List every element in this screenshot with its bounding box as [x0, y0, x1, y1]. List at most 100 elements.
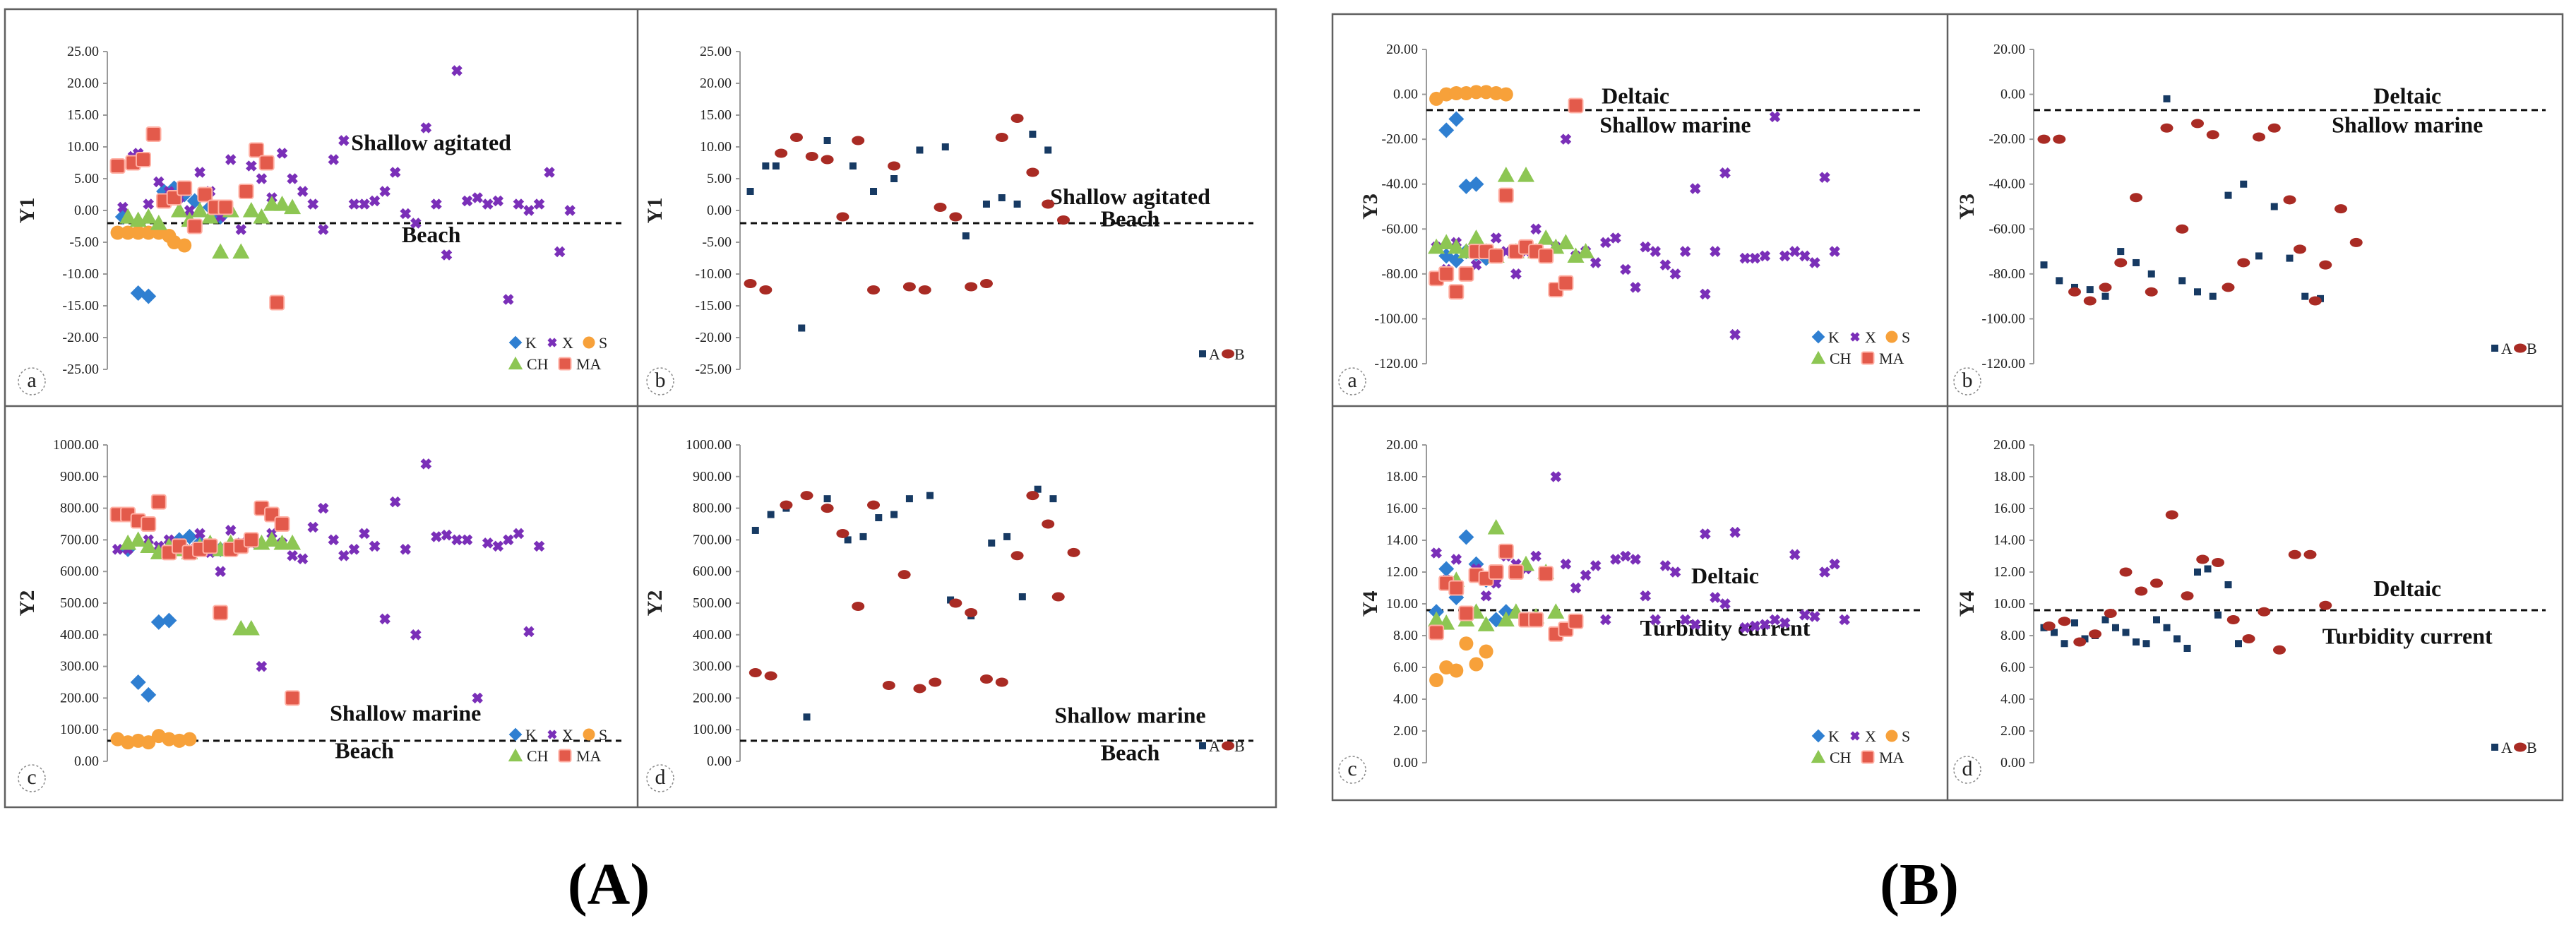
- panel-letter-circle: [1338, 756, 1366, 784]
- point-X: [1600, 614, 1611, 626]
- panel-letter-circle: [1338, 367, 1366, 395]
- y-tick-label: 1000.00: [53, 437, 99, 453]
- point-CH: [212, 243, 229, 259]
- point-X: [1580, 569, 1592, 581]
- legend-label-MA: MA: [576, 355, 602, 373]
- point-X: [1630, 282, 1641, 293]
- y-tick-label: 400.00: [693, 627, 732, 643]
- point-B: [934, 203, 947, 212]
- point-B: [836, 528, 849, 538]
- legend-marker-S: [583, 728, 595, 741]
- legend: K X S CH MA: [508, 334, 607, 373]
- point-A: [751, 526, 759, 534]
- point-X: [1729, 526, 1741, 538]
- point-X: [1600, 237, 1611, 249]
- point-X: [1530, 550, 1542, 562]
- point-X: [1510, 268, 1522, 280]
- y-tick-label: 6.00: [1393, 660, 1418, 675]
- legend-marker-MA: [1861, 750, 1875, 764]
- point-X: [533, 198, 545, 210]
- point-MA: [285, 690, 301, 706]
- point-A: [890, 175, 898, 182]
- point-S: [1449, 663, 1464, 678]
- y-tick-label: -60.00: [1381, 221, 1418, 237]
- point-MA: [1528, 612, 1544, 628]
- y-tick-label: 0.00: [2000, 87, 2025, 102]
- legend-label-K: K: [525, 726, 537, 744]
- point-X: [1700, 528, 1711, 540]
- point-X: [523, 205, 535, 216]
- point-K: [1448, 111, 1465, 127]
- point-A: [2209, 292, 2217, 300]
- point-A: [2040, 261, 2048, 269]
- y-tick-label: 20.00: [1386, 42, 1418, 57]
- point-X: [431, 198, 442, 210]
- point-B: [2089, 629, 2101, 639]
- point-B: [898, 570, 911, 580]
- point-MA: [1438, 266, 1455, 282]
- series-B: [2037, 119, 2363, 306]
- point-B: [2191, 119, 2204, 129]
- y-tick-label: 0.00: [1393, 87, 1418, 102]
- point-A: [746, 188, 754, 195]
- point-X: [307, 521, 318, 533]
- point-CH: [1467, 230, 1485, 245]
- point-K: [150, 614, 167, 630]
- point-B: [800, 491, 813, 501]
- group-label-B: (B): [1880, 852, 1959, 917]
- point-X: [359, 528, 370, 540]
- point-X: [472, 192, 483, 203]
- point-X: [1710, 592, 1721, 603]
- point-A: [2122, 629, 2130, 636]
- point-X: [1530, 223, 1542, 235]
- point-X: [184, 205, 196, 216]
- legend-label-K: K: [525, 334, 537, 352]
- point-B: [867, 285, 881, 295]
- point-CH: [1557, 234, 1575, 249]
- point-A: [890, 511, 898, 518]
- point-X: [1809, 257, 1820, 268]
- y-tick-label: -5.00: [69, 234, 99, 250]
- point-B: [1067, 547, 1080, 557]
- panel-letter: b: [1962, 369, 1973, 392]
- legend-marker-B: [2514, 343, 2527, 353]
- point-CH: [140, 208, 157, 224]
- point-A: [2240, 180, 2248, 188]
- point-X: [410, 218, 422, 229]
- point-X: [1570, 582, 1582, 594]
- point-A: [823, 495, 831, 503]
- y-tick-label: 500.00: [693, 595, 732, 611]
- point-B: [882, 680, 895, 690]
- legend-marker-CH: [1811, 350, 1826, 364]
- point-CH: [1477, 616, 1495, 631]
- series-B: [749, 491, 1080, 694]
- y-tick-label: 20.00: [1993, 42, 2025, 57]
- y-tick-label: 18.00: [1993, 469, 2025, 484]
- zone-annotation: Turbidity current: [1640, 615, 1811, 641]
- point-X: [338, 550, 350, 561]
- zone-annotation: Beach: [1101, 740, 1160, 766]
- panel-Aa: -25.00 -20.00 -15.00 -10.00 -5.00 0.00 5.00 10.…: [16, 44, 621, 395]
- legend-label-A: A: [1209, 345, 1220, 363]
- point-B: [913, 684, 926, 694]
- point-X: [328, 154, 340, 165]
- y-tick-label: -80.00: [1988, 266, 2025, 282]
- point-MA: [145, 126, 162, 142]
- point-A: [798, 324, 806, 332]
- point-X: [1789, 246, 1801, 257]
- point-X: [1679, 614, 1691, 626]
- point-A: [2133, 258, 2140, 266]
- point-X: [1779, 617, 1791, 629]
- y-tick-label: -10.00: [695, 266, 732, 282]
- zone-annotation: Deltaic: [2373, 83, 2441, 108]
- point-B: [744, 279, 757, 288]
- legend-label-B: B: [1234, 737, 1245, 755]
- y-axis-label: Y2: [16, 590, 39, 617]
- y-tick-label: 0.00: [74, 754, 99, 769]
- point-A: [2286, 254, 2294, 262]
- y-tick-label: 300.00: [693, 659, 732, 674]
- point-X: [1450, 554, 1462, 565]
- point-B: [1051, 592, 1065, 602]
